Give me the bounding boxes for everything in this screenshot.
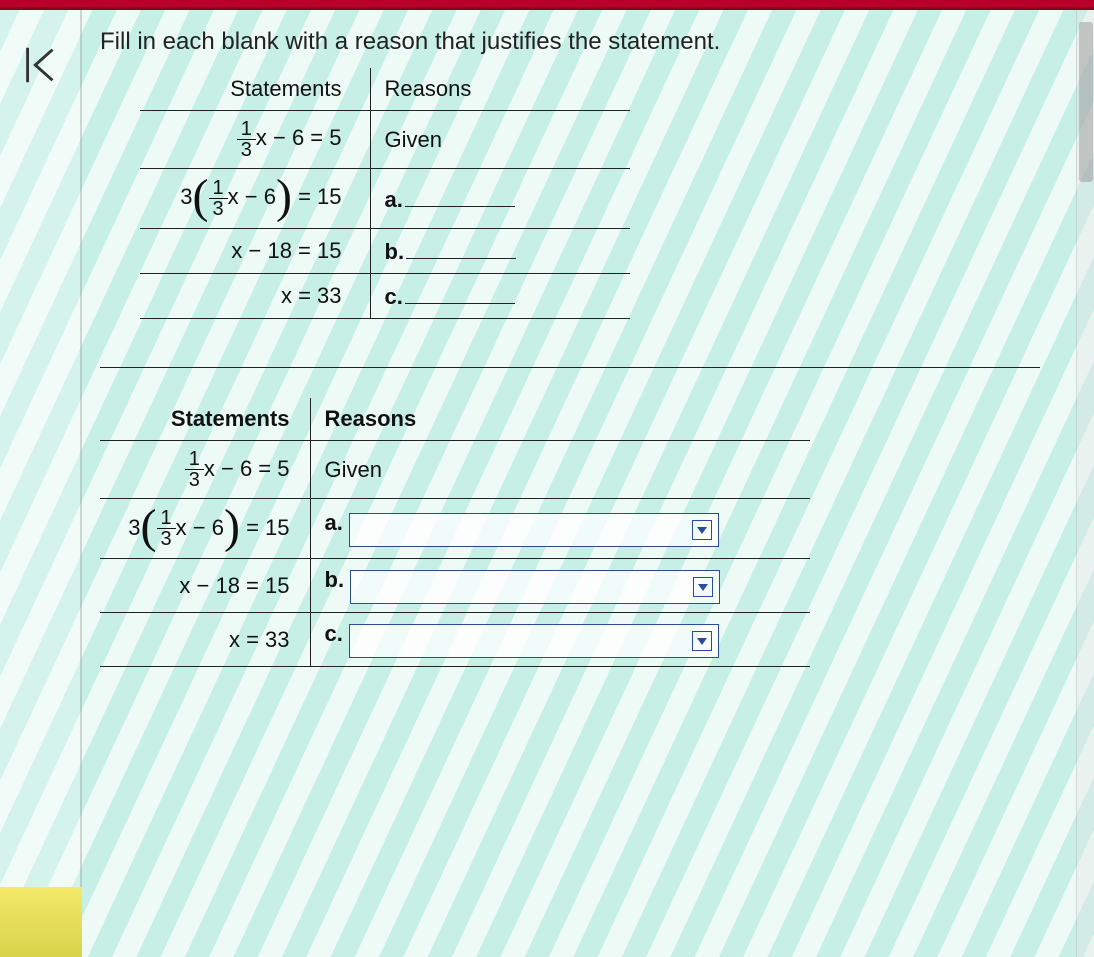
- statement-1: 13x − 6 = 5: [237, 125, 342, 150]
- vertical-scrollbar[interactable]: [1076, 10, 1094, 957]
- dropdown-toggle[interactable]: [692, 631, 712, 651]
- instruction-text: Fill in each blank with a reason that ju…: [100, 28, 1074, 56]
- blank-line: [405, 185, 515, 207]
- table-header-row: Statements Reasons: [100, 398, 810, 441]
- open-paren-icon: (: [141, 505, 157, 548]
- fraction-numerator: 1: [209, 178, 228, 199]
- table-header-row: Statements Reasons: [140, 68, 630, 111]
- statement-4: x = 33: [100, 613, 310, 667]
- table-row: 3(13x − 6) = 15 a.: [140, 169, 630, 229]
- blank-label-b: b.: [385, 239, 405, 264]
- main-content: Fill in each blank with a reason that ju…: [100, 22, 1074, 667]
- section-divider: [100, 367, 1040, 368]
- reason-blank-a: a.: [370, 169, 630, 229]
- reason-given: Given: [310, 441, 810, 499]
- blank-label-a: a.: [385, 187, 403, 212]
- proof-table-reference: Statements Reasons 13x − 6 = 5 Given 3(1…: [140, 68, 630, 319]
- blank-line: [406, 237, 516, 259]
- fraction-denominator: 3: [209, 199, 228, 219]
- table-row: 13x − 6 = 5 Given: [140, 111, 630, 169]
- reason-select-a[interactable]: [349, 513, 719, 547]
- statement-text: x − 6 = 5: [256, 125, 342, 150]
- fraction-numerator: 1: [237, 119, 256, 140]
- header-statements: Statements: [100, 398, 310, 441]
- chevron-down-icon: [696, 635, 708, 647]
- fraction-denominator: 3: [157, 529, 176, 549]
- blank-line: [405, 282, 515, 304]
- select-label-b: b.: [325, 567, 345, 592]
- equals-part: = 15: [240, 515, 290, 540]
- header-reasons: Reasons: [310, 398, 810, 441]
- reason-blank-b: b.: [370, 229, 630, 274]
- table-row: x = 33 c.: [100, 613, 810, 667]
- top-accent-bar: [0, 0, 1094, 10]
- header-reasons: Reasons: [370, 68, 630, 111]
- select-label-c: c.: [325, 621, 343, 646]
- header-statements: Statements: [140, 68, 370, 111]
- reason-select-b[interactable]: [350, 570, 720, 604]
- table-row: x − 18 = 15 b.: [140, 229, 630, 274]
- statement-4: x = 33: [140, 274, 370, 319]
- yellow-corner-block: [0, 887, 82, 957]
- table-row: 13x − 6 = 5 Given: [100, 441, 810, 499]
- reason-blank-c: c.: [370, 274, 630, 319]
- back-collapse-icon: [18, 42, 64, 88]
- equals-part: = 15: [292, 184, 342, 209]
- statement-2: 3(13x − 6) = 15: [128, 515, 289, 540]
- fraction-denominator: 3: [237, 140, 256, 160]
- table-row: 3(13x − 6) = 15 a.: [100, 499, 810, 559]
- fraction-denominator: 3: [185, 470, 204, 490]
- reason-select-c[interactable]: [349, 624, 719, 658]
- chevron-down-icon: [696, 524, 708, 536]
- blank-label-c: c.: [385, 284, 403, 309]
- fraction-numerator: 1: [157, 508, 176, 529]
- open-paren-icon: (: [193, 175, 209, 218]
- statement-2: 3(13x − 6) = 15: [180, 184, 341, 209]
- fraction-numerator: 1: [185, 449, 204, 470]
- chevron-down-icon: [697, 581, 709, 593]
- scrollbar-thumb[interactable]: [1079, 22, 1093, 182]
- back-button[interactable]: [14, 38, 68, 92]
- close-paren-icon: ): [276, 175, 292, 218]
- inner-expr: x − 6: [228, 184, 276, 209]
- table-row: x − 18 = 15 b.: [100, 559, 810, 613]
- left-column: [0, 10, 82, 957]
- select-label-a: a.: [325, 510, 343, 535]
- dropdown-toggle[interactable]: [693, 577, 713, 597]
- statement-3: x − 18 = 15: [100, 559, 310, 613]
- statement-1: 13x − 6 = 5: [185, 456, 290, 481]
- coeff: 3: [180, 184, 192, 209]
- reason-given: Given: [370, 111, 630, 169]
- coeff: 3: [128, 515, 140, 540]
- statement-text: x − 6 = 5: [204, 456, 290, 481]
- statement-3: x − 18 = 15: [140, 229, 370, 274]
- dropdown-toggle[interactable]: [692, 520, 712, 540]
- close-paren-icon: ): [224, 505, 240, 548]
- table-row: x = 33 c.: [140, 274, 630, 319]
- inner-expr: x − 6: [176, 515, 224, 540]
- proof-table-interactive: Statements Reasons 13x − 6 = 5 Given 3(1…: [100, 398, 810, 667]
